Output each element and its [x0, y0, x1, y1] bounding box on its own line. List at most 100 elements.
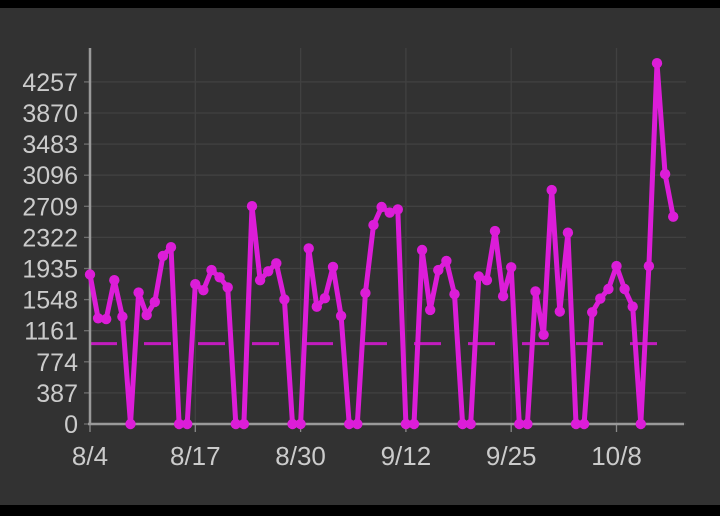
data-point[interactable]: [457, 418, 468, 430]
x-axis-labels: 8/4 8/17 8/30 9/12 9/25 10/8: [72, 441, 642, 471]
data-point[interactable]: [222, 282, 233, 293]
data-point[interactable]: [530, 286, 541, 297]
data-point[interactable]: [481, 275, 493, 286]
y-tick-label: 3870: [22, 100, 78, 128]
data-point[interactable]: [279, 294, 290, 305]
data-point[interactable]: [538, 329, 549, 340]
data-point[interactable]: [425, 304, 436, 316]
data-point[interactable]: [84, 269, 96, 280]
data-point[interactable]: [384, 207, 395, 218]
data-point[interactable]: [587, 307, 598, 318]
data-point[interactable]: [506, 262, 517, 273]
data-point[interactable]: [473, 271, 484, 282]
y-tick-label: 0: [64, 411, 78, 439]
data-point[interactable]: [619, 283, 630, 295]
y-tick-label: 2709: [22, 193, 78, 221]
data-point[interactable]: [408, 418, 420, 430]
y-tick-label: 4257: [22, 69, 78, 97]
data-point[interactable]: [465, 418, 476, 430]
x-tick-label: 10/8: [591, 441, 642, 471]
data-point[interactable]: [570, 418, 582, 430]
data-point[interactable]: [392, 204, 403, 215]
data-point[interactable]: [319, 293, 331, 304]
data-point[interactable]: [246, 201, 258, 212]
data-point[interactable]: [117, 311, 128, 322]
y-tick-label: 1548: [22, 287, 78, 315]
y-axis-labels: 0 387 774 1161 1548 1935 2322 2709 3096 3483 3870 4…: [22, 69, 78, 439]
data-point[interactable]: [522, 418, 533, 430]
x-tick-label: 9/25: [486, 441, 537, 471]
data-point[interactable]: [611, 260, 622, 272]
data-point[interactable]: [497, 291, 509, 302]
data-point[interactable]: [214, 272, 225, 283]
data-point[interactable]: [344, 418, 355, 430]
data-point[interactable]: [368, 219, 379, 231]
data-point[interactable]: [182, 418, 193, 430]
data-point[interactable]: [109, 275, 120, 286]
data-point[interactable]: [595, 293, 606, 304]
data-point[interactable]: [659, 168, 671, 180]
data-point[interactable]: [554, 306, 565, 317]
gridlines: [89, 48, 686, 425]
data-point[interactable]: [303, 243, 314, 254]
data-point[interactable]: [627, 301, 638, 312]
y-tick-label: 3483: [22, 131, 78, 159]
chart-panel: 0 387 774 1161 1548 1935 2322 2709 3096 3483 3870 4…: [0, 8, 720, 505]
data-point[interactable]: [295, 418, 306, 430]
data-point[interactable]: [311, 301, 322, 312]
data-point[interactable]: [230, 418, 241, 430]
data-point[interactable]: [149, 296, 160, 308]
line-chart-canvas: 0 387 774 1161 1548 1935 2322 2709 3096 3483 3870 4…: [22, 48, 686, 471]
data-point[interactable]: [489, 225, 501, 237]
y-tick-label: 774: [36, 349, 78, 377]
data-point[interactable]: [206, 264, 217, 276]
data-series: [84, 58, 679, 430]
data-point[interactable]: [603, 283, 614, 295]
data-point[interactable]: [514, 418, 525, 430]
x-tick-label: 8/4: [72, 441, 108, 471]
data-point[interactable]: [562, 227, 574, 238]
data-point[interactable]: [400, 418, 412, 430]
data-point[interactable]: [101, 313, 112, 325]
data-point[interactable]: [651, 58, 663, 69]
y-tick-label: 2322: [22, 224, 78, 252]
y-tick-label: 387: [36, 380, 78, 408]
data-point[interactable]: [360, 287, 371, 299]
data-point[interactable]: [263, 266, 274, 277]
data-point[interactable]: [546, 184, 557, 196]
data-point[interactable]: [238, 418, 250, 430]
data-point[interactable]: [335, 310, 347, 322]
data-point[interactable]: [173, 418, 185, 430]
data-point[interactable]: [327, 261, 339, 273]
data-point[interactable]: [441, 255, 452, 267]
y-tick-label: 1935: [22, 256, 78, 284]
data-point[interactable]: [198, 285, 209, 296]
series-line: [87, 60, 676, 427]
data-point[interactable]: [643, 260, 655, 272]
data-point[interactable]: [141, 309, 152, 321]
axes: [84, 48, 684, 432]
data-point[interactable]: [352, 418, 363, 430]
x-tick-label: 8/30: [275, 441, 326, 471]
y-tick-label: 1161: [24, 318, 78, 346]
data-point[interactable]: [635, 418, 646, 430]
data-point[interactable]: [165, 242, 177, 253]
x-tick-label: 8/17: [170, 441, 221, 471]
data-point[interactable]: [157, 250, 169, 262]
data-point[interactable]: [287, 418, 298, 430]
data-point[interactable]: [190, 279, 201, 290]
data-point[interactable]: [254, 275, 266, 286]
data-point[interactable]: [449, 289, 460, 300]
data-point[interactable]: [578, 418, 590, 430]
data-point[interactable]: [271, 258, 282, 269]
data-point[interactable]: [92, 313, 104, 324]
data-point[interactable]: [125, 418, 136, 430]
data-point[interactable]: [416, 244, 428, 256]
x-tick-label: 9/12: [381, 441, 432, 471]
data-point[interactable]: [376, 201, 387, 213]
y-tick-label: 3096: [22, 162, 78, 190]
data-point[interactable]: [433, 264, 444, 276]
data-point[interactable]: [668, 211, 679, 222]
data-point[interactable]: [133, 287, 144, 298]
